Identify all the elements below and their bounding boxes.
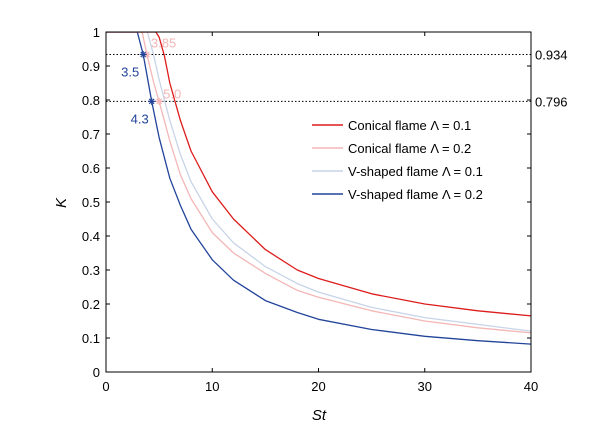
annotation-label-3: 4.3 — [131, 111, 149, 126]
marker-stroke — [140, 51, 147, 58]
axes-layer: 0.934 0.796 0 10 20 30 40 0 0.1 0.2 0.3 0.4 0.5 0.6 0.… — [82, 25, 568, 394]
annotation-label-0: 3.85 — [151, 35, 176, 50]
y-tick-label-10: 1 — [93, 25, 100, 40]
annotation-marker-3 — [148, 97, 156, 105]
x-tick-label-4: 40 — [524, 379, 538, 394]
y-tick-label-2: 0.2 — [82, 297, 100, 312]
annotation-label-2: 5.0 — [163, 86, 181, 101]
legend-label-1: Conical flame Λ = 0.2 — [348, 141, 471, 156]
y-tick-label-1: 0.1 — [82, 331, 100, 346]
y-tick-label-8: 0.8 — [82, 93, 100, 108]
series-line-2 — [106, 32, 531, 332]
annotation-marker-1 — [139, 50, 147, 58]
marker-stroke — [156, 98, 162, 105]
x-tick-label-2: 20 — [311, 379, 325, 394]
y-tick-label-6: 0.6 — [82, 161, 100, 176]
legend: Conical flame Λ = 0.1 Conical flame Λ = 0… — [312, 118, 483, 202]
y-tick-label-0: 0 — [93, 365, 100, 380]
y-tick-label-4: 0.4 — [82, 229, 100, 244]
x-tick-label-1: 10 — [205, 379, 219, 394]
legend-label-3: V-shaped flame Λ = 0.2 — [348, 187, 483, 202]
series-line-1 — [106, 32, 531, 334]
annotation-marker-2 — [155, 97, 163, 105]
marker-stroke — [148, 98, 155, 105]
legend-label-2: V-shaped flame Λ = 0.1 — [348, 164, 483, 179]
annotation-label-1: 3.5 — [121, 64, 139, 79]
series-line-3 — [106, 32, 531, 345]
x-tick-label-0: 0 — [102, 379, 109, 394]
reference-line-label-0: 0.934 — [535, 47, 568, 62]
y-tick-label-3: 0.3 — [82, 263, 100, 278]
series-line-0 — [106, 32, 531, 317]
y-tick-label-9: 0.9 — [82, 59, 100, 74]
plot-layer — [106, 32, 531, 345]
y-axis-label: K — [53, 197, 70, 208]
reference-line-label-1: 0.796 — [535, 94, 568, 109]
x-tick-label-3: 30 — [418, 379, 432, 394]
legend-label-0: Conical flame Λ = 0.1 — [348, 118, 471, 133]
y-tick-label-7: 0.7 — [82, 127, 100, 142]
y-tick-label-5: 0.5 — [82, 195, 100, 210]
x-axis-label: St — [312, 407, 327, 424]
